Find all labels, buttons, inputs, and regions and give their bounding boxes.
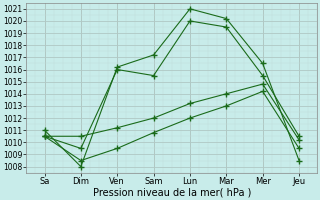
X-axis label: Pression niveau de la mer( hPa ): Pression niveau de la mer( hPa ) [92, 187, 251, 197]
